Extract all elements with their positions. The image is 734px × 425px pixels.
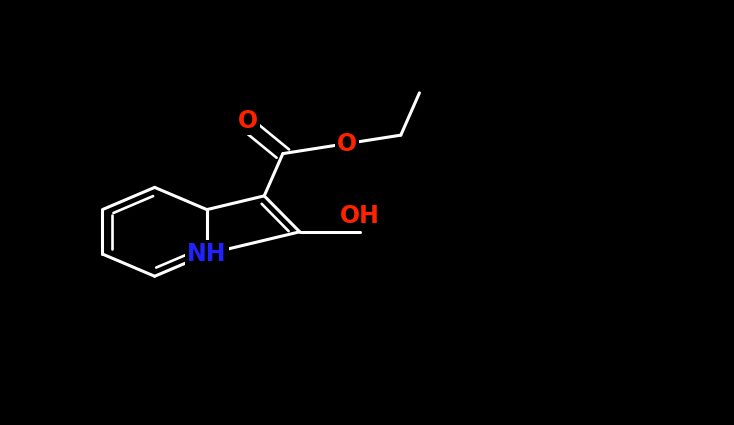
- Text: O: O: [238, 109, 258, 133]
- Text: OH: OH: [340, 204, 380, 228]
- Text: NH: NH: [187, 242, 227, 266]
- Text: O: O: [337, 132, 357, 156]
